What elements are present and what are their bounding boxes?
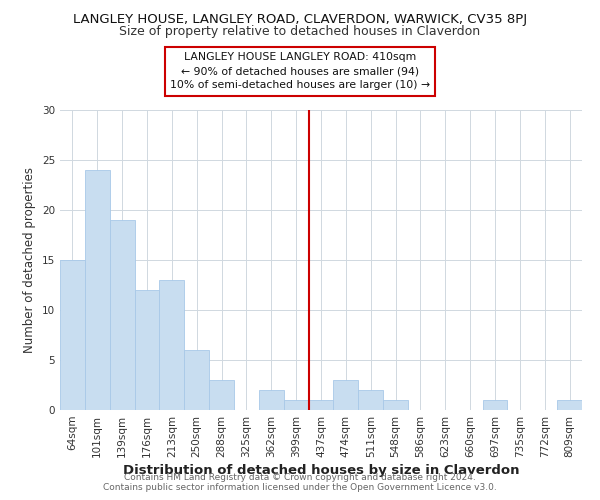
Bar — [358, 390, 383, 410]
Bar — [184, 350, 209, 410]
Bar — [110, 220, 134, 410]
Text: Contains public sector information licensed under the Open Government Licence v3: Contains public sector information licen… — [103, 484, 497, 492]
Bar — [308, 400, 334, 410]
Bar — [209, 380, 234, 410]
X-axis label: Distribution of detached houses by size in Claverdon: Distribution of detached houses by size … — [123, 464, 519, 477]
Bar — [160, 280, 184, 410]
Y-axis label: Number of detached properties: Number of detached properties — [23, 167, 37, 353]
Bar — [85, 170, 110, 410]
Bar — [134, 290, 160, 410]
Bar — [334, 380, 358, 410]
Bar — [284, 400, 308, 410]
Bar — [60, 260, 85, 410]
Bar — [259, 390, 284, 410]
Bar — [557, 400, 582, 410]
Text: Size of property relative to detached houses in Claverdon: Size of property relative to detached ho… — [119, 25, 481, 38]
Bar — [482, 400, 508, 410]
Text: LANGLEY HOUSE, LANGLEY ROAD, CLAVERDON, WARWICK, CV35 8PJ: LANGLEY HOUSE, LANGLEY ROAD, CLAVERDON, … — [73, 12, 527, 26]
Bar — [383, 400, 408, 410]
Text: Contains HM Land Registry data © Crown copyright and database right 2024.: Contains HM Land Registry data © Crown c… — [124, 474, 476, 482]
Text: LANGLEY HOUSE LANGLEY ROAD: 410sqm
← 90% of detached houses are smaller (94)
10%: LANGLEY HOUSE LANGLEY ROAD: 410sqm ← 90%… — [170, 52, 430, 90]
